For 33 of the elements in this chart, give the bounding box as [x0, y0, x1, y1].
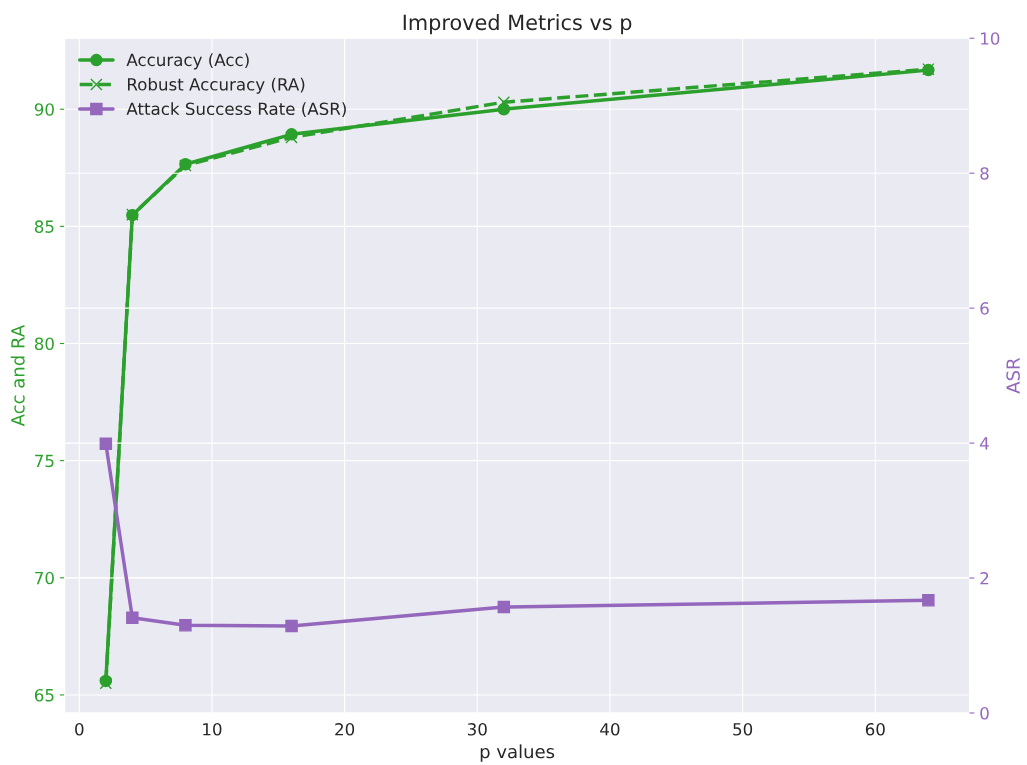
y-tick-label: 90	[34, 103, 54, 116]
legend-label: Accuracy (Acc)	[126, 53, 249, 70]
legend-label: Robust Accuracy (RA)	[128, 77, 305, 94]
x-tick-label: 10	[203, 723, 222, 736]
y2-tick-label: 10	[981, 32, 1000, 45]
y-tick-label: 85	[34, 220, 54, 233]
point	[497, 95, 511, 109]
y-tick-label: 80	[34, 337, 54, 351]
x-tick-label: 20	[335, 723, 355, 736]
y-axis-title: Acc and RA	[10, 325, 25, 427]
chart-title: Improved Metrics vs p	[403, 14, 632, 35]
y-tick-label: 65	[34, 688, 54, 702]
point	[285, 619, 298, 633]
y2-tick-label: 4	[980, 437, 989, 450]
point	[922, 594, 935, 607]
point	[179, 619, 192, 632]
y2-tick-label: 8	[980, 167, 989, 180]
x-axis-title: p values	[480, 744, 555, 762]
x-tick-label: 0	[75, 723, 84, 736]
x-tick-label: 60	[865, 723, 885, 736]
y-tick-label: 75	[35, 454, 54, 468]
y2-tick-label: 2	[980, 572, 989, 585]
point	[126, 611, 139, 625]
y2-tick-label: 6	[980, 302, 989, 315]
x-tick-label: 30	[467, 723, 487, 736]
y-tick-label: 70	[35, 571, 54, 585]
point	[497, 600, 511, 614]
x-tick-label: 40	[600, 723, 620, 736]
x-tick-label: 50	[733, 723, 753, 736]
point	[99, 437, 113, 451]
y2-tick-label: 0	[980, 706, 989, 720]
y2-axis-title: ASR	[1006, 357, 1020, 394]
legend-label: Attack Success Rate (ASR)	[126, 102, 346, 118]
